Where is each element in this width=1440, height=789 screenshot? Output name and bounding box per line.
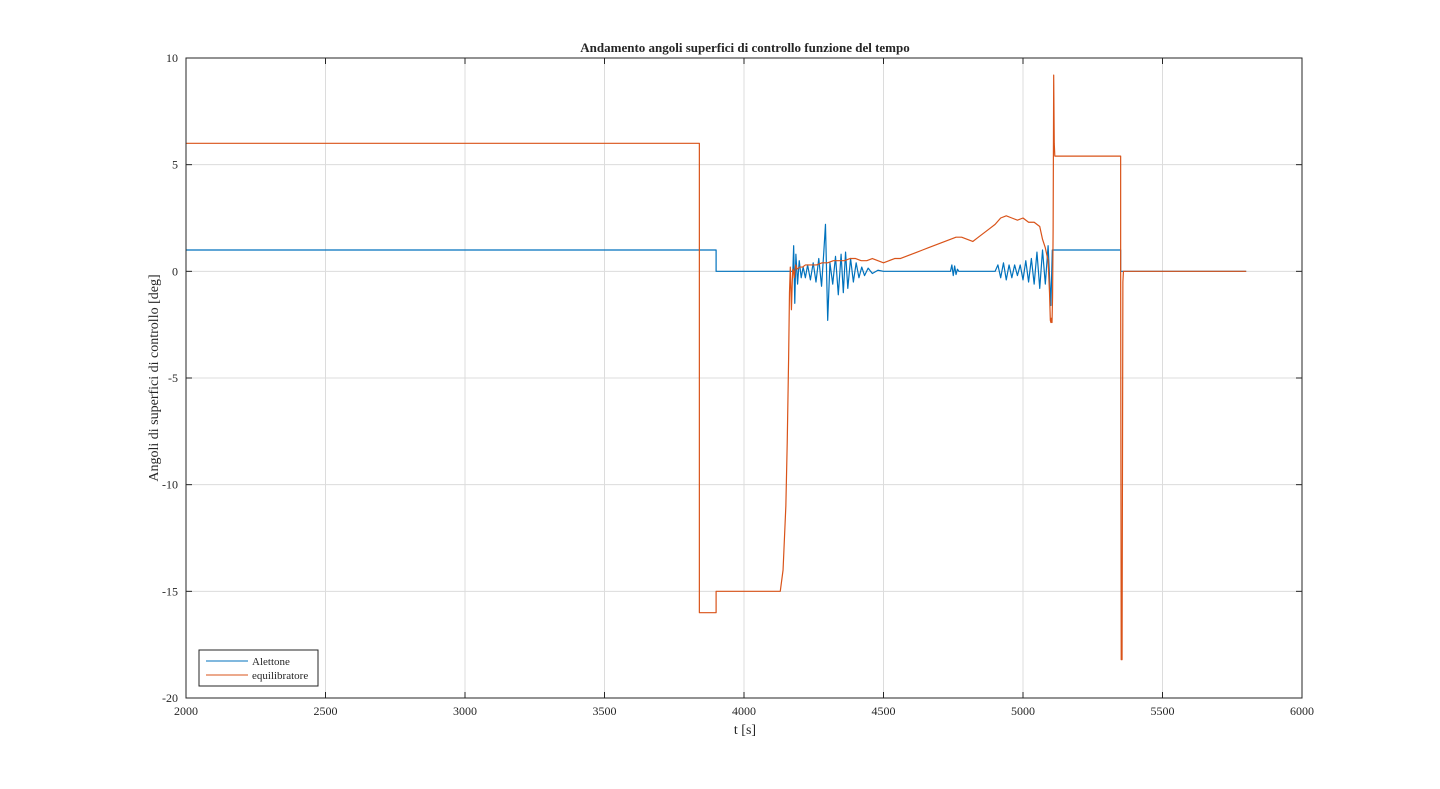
x-axis-label: t [s] — [734, 723, 756, 738]
x-tick-label: 4000 — [732, 704, 756, 718]
y-tick-label: -10 — [162, 478, 178, 492]
y-tick-label: -15 — [162, 584, 178, 598]
x-tick-label: 2500 — [314, 704, 338, 718]
legend-box — [198, 649, 319, 687]
series-line-equilibratore — [186, 74, 1247, 661]
series-layer — [186, 74, 1247, 661]
y-tick-label: -5 — [168, 371, 178, 385]
y-axis-label: Angoli di superfici di controllo [deg] — [147, 274, 162, 481]
legend-label-alettone: Alettone — [252, 656, 290, 668]
y-tick-label: 0 — [172, 264, 178, 278]
legend: Alettone equilibratore — [198, 649, 319, 687]
legend-label-equilibratore: equilibratore — [252, 670, 308, 682]
y-tick-label: -20 — [162, 691, 178, 705]
x-tick-label: 3500 — [593, 704, 617, 718]
x-tick-labels: 2000 2500 3000 3500 4000 4500 5000 5500 6000 — [174, 704, 1314, 718]
x-tick-label: 4500 — [872, 704, 896, 718]
x-tick-label: 5000 — [1011, 704, 1035, 718]
y-tick-label: 10 — [166, 51, 178, 65]
x-tick-label: 6000 — [1290, 704, 1314, 718]
x-tick-label: 3000 — [453, 704, 477, 718]
x-tick-label: 2000 — [174, 704, 198, 718]
y-tick-labels: -20 -15 -10 -5 0 5 10 — [162, 51, 178, 705]
ticks — [185, 57, 1303, 699]
chart-title: Andamento angoli superfici di controllo … — [580, 40, 909, 55]
y-tick-label: 5 — [172, 158, 178, 172]
x-tick-label: 5500 — [1151, 704, 1175, 718]
series-line-alettone — [186, 223, 1247, 321]
